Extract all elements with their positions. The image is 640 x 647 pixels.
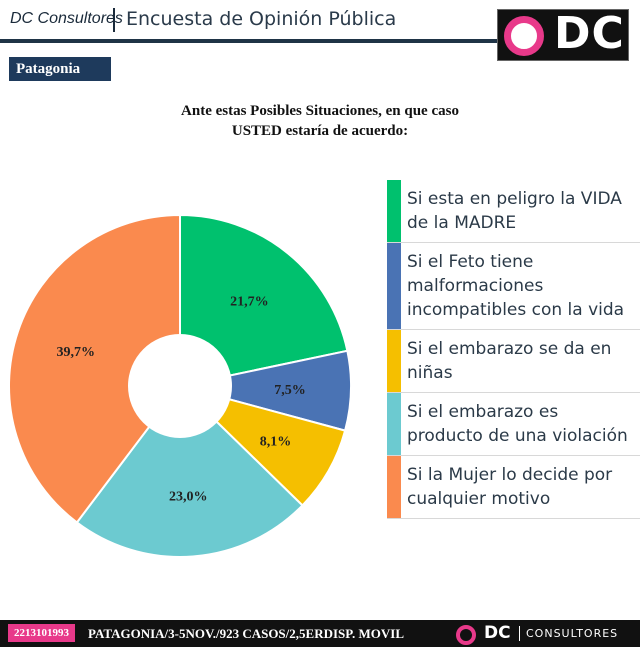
legend-swatch <box>387 393 401 455</box>
legend-item-4: Si el embarazo es producto de una violac… <box>387 393 640 456</box>
donut-hole <box>128 334 232 438</box>
logo-text: DC <box>554 8 625 59</box>
region-badge: Patagonia <box>9 57 111 81</box>
dc-logo: DC <box>497 8 629 61</box>
slice-label-1: 21,7% <box>230 295 269 310</box>
legend-label: Si el embarazo es producto de una violac… <box>407 402 628 446</box>
footer-logo-separator <box>519 626 520 641</box>
header: DC Consultores Encuesta de Opinión Públi… <box>0 0 640 61</box>
footer-logo-consultores: CONSULTORES <box>526 627 619 640</box>
footer-ring-icon <box>456 625 476 645</box>
legend-label: Si la Mujer lo decide por cualquier moti… <box>407 465 613 509</box>
legend-label: Si el embarazo se da en niñas <box>407 339 612 383</box>
donut-labels: 21,7% 7,5% 8,1% 23,0% 39,7% <box>56 295 305 505</box>
slice-label-3: 8,1% <box>260 435 292 450</box>
footer-logo: DC CONSULTORES <box>456 623 636 645</box>
survey-title: Encuesta de Opinión Pública <box>126 8 397 30</box>
legend-label: Si el Feto tiene malformaciones incompat… <box>407 252 625 320</box>
slice-label-4: 23,0% <box>169 490 208 505</box>
legend-label: Si esta en peligro la VIDA de la MADRE <box>407 189 622 233</box>
brand-name: DC Consultores <box>10 10 123 27</box>
footer-info: PATAGONIA/3-5NOV./923 CASOS/2,5ERDISP. M… <box>88 626 405 641</box>
legend-item-2: Si el Feto tiene malformaciones incompat… <box>387 243 640 330</box>
legend-swatch <box>387 456 401 518</box>
legend-swatch <box>387 180 401 242</box>
footer-code: 2213101993 <box>8 624 75 642</box>
question-line-2: USTED estaría de acuerdo: <box>231 123 409 139</box>
legend-item-5: Si la Mujer lo decide por cualquier moti… <box>387 456 640 519</box>
header-rule <box>0 39 497 43</box>
chart-legend: Si esta en peligro la VIDA de la MADRE Si… <box>387 180 640 519</box>
legend-item-1: Si esta en peligro la VIDA de la MADRE <box>387 180 640 243</box>
donut-slice-5 <box>8 213 181 524</box>
chart-question: Ante estas Posibles Situaciones, en que … <box>100 101 540 141</box>
legend-swatch <box>387 243 401 329</box>
header-separator <box>113 8 115 32</box>
donut-chart: 21,7% 7,5% 8,1% 23,0% 39,7% <box>8 213 352 558</box>
donut-slice-4 <box>75 384 304 558</box>
footer-logo-dc: DC <box>484 623 511 643</box>
slice-label-2: 7,5% <box>274 383 306 398</box>
question-line-1: Ante estas Posibles Situaciones, en que … <box>181 103 459 119</box>
legend-item-3: Si el embarazo se da en niñas <box>387 330 640 393</box>
footer: 2213101993 PATAGONIA/3-5NOV./923 CASOS/2… <box>0 620 640 647</box>
donut-slice-1 <box>179 213 349 388</box>
logo-ring-icon <box>504 16 544 56</box>
legend-swatch <box>387 330 401 392</box>
donut-slices <box>8 213 352 558</box>
slice-label-5: 39,7% <box>56 345 95 360</box>
